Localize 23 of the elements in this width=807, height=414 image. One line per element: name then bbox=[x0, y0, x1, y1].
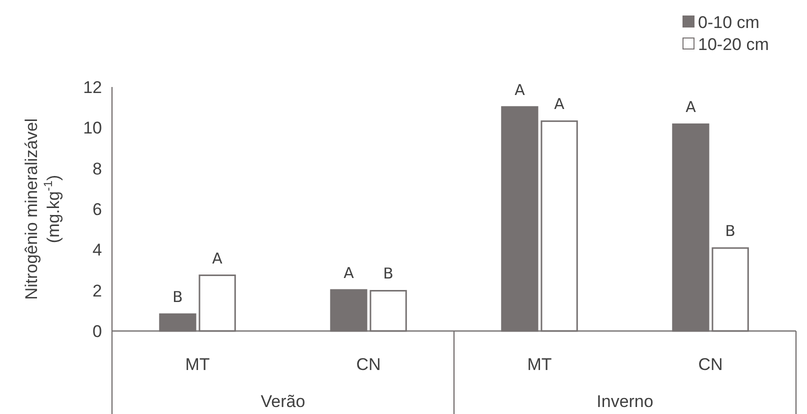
y-tick-label: 4 bbox=[92, 240, 102, 260]
data-label: A bbox=[686, 98, 697, 116]
data-label: A bbox=[514, 80, 526, 99]
x-tick-label: CN bbox=[698, 355, 723, 374]
data-label: B bbox=[172, 288, 183, 306]
y-tick-label: 2 bbox=[92, 281, 102, 300]
x-tick-label: MT bbox=[527, 355, 552, 374]
text: Verão bbox=[260, 392, 306, 411]
y-tick-label: 12 bbox=[83, 78, 102, 97]
text: Inverno bbox=[596, 392, 654, 411]
y-tick-label: 8 bbox=[92, 159, 102, 178]
y-tick-label: 10 bbox=[83, 118, 102, 138]
x-tick-label: MT bbox=[185, 355, 210, 374]
y-tick-label: 0 bbox=[92, 322, 102, 341]
data-label: B bbox=[383, 264, 394, 283]
data-label: B bbox=[725, 222, 736, 240]
legend-label: 0-10 cm bbox=[698, 12, 760, 32]
x-tick-label: CN bbox=[356, 355, 381, 374]
legend-label: 10-20 cm bbox=[698, 34, 769, 54]
data-label: A bbox=[212, 249, 224, 268]
y-tick-label: 6 bbox=[92, 200, 102, 219]
data-label: A bbox=[344, 264, 355, 282]
data-label: A bbox=[554, 95, 566, 114]
